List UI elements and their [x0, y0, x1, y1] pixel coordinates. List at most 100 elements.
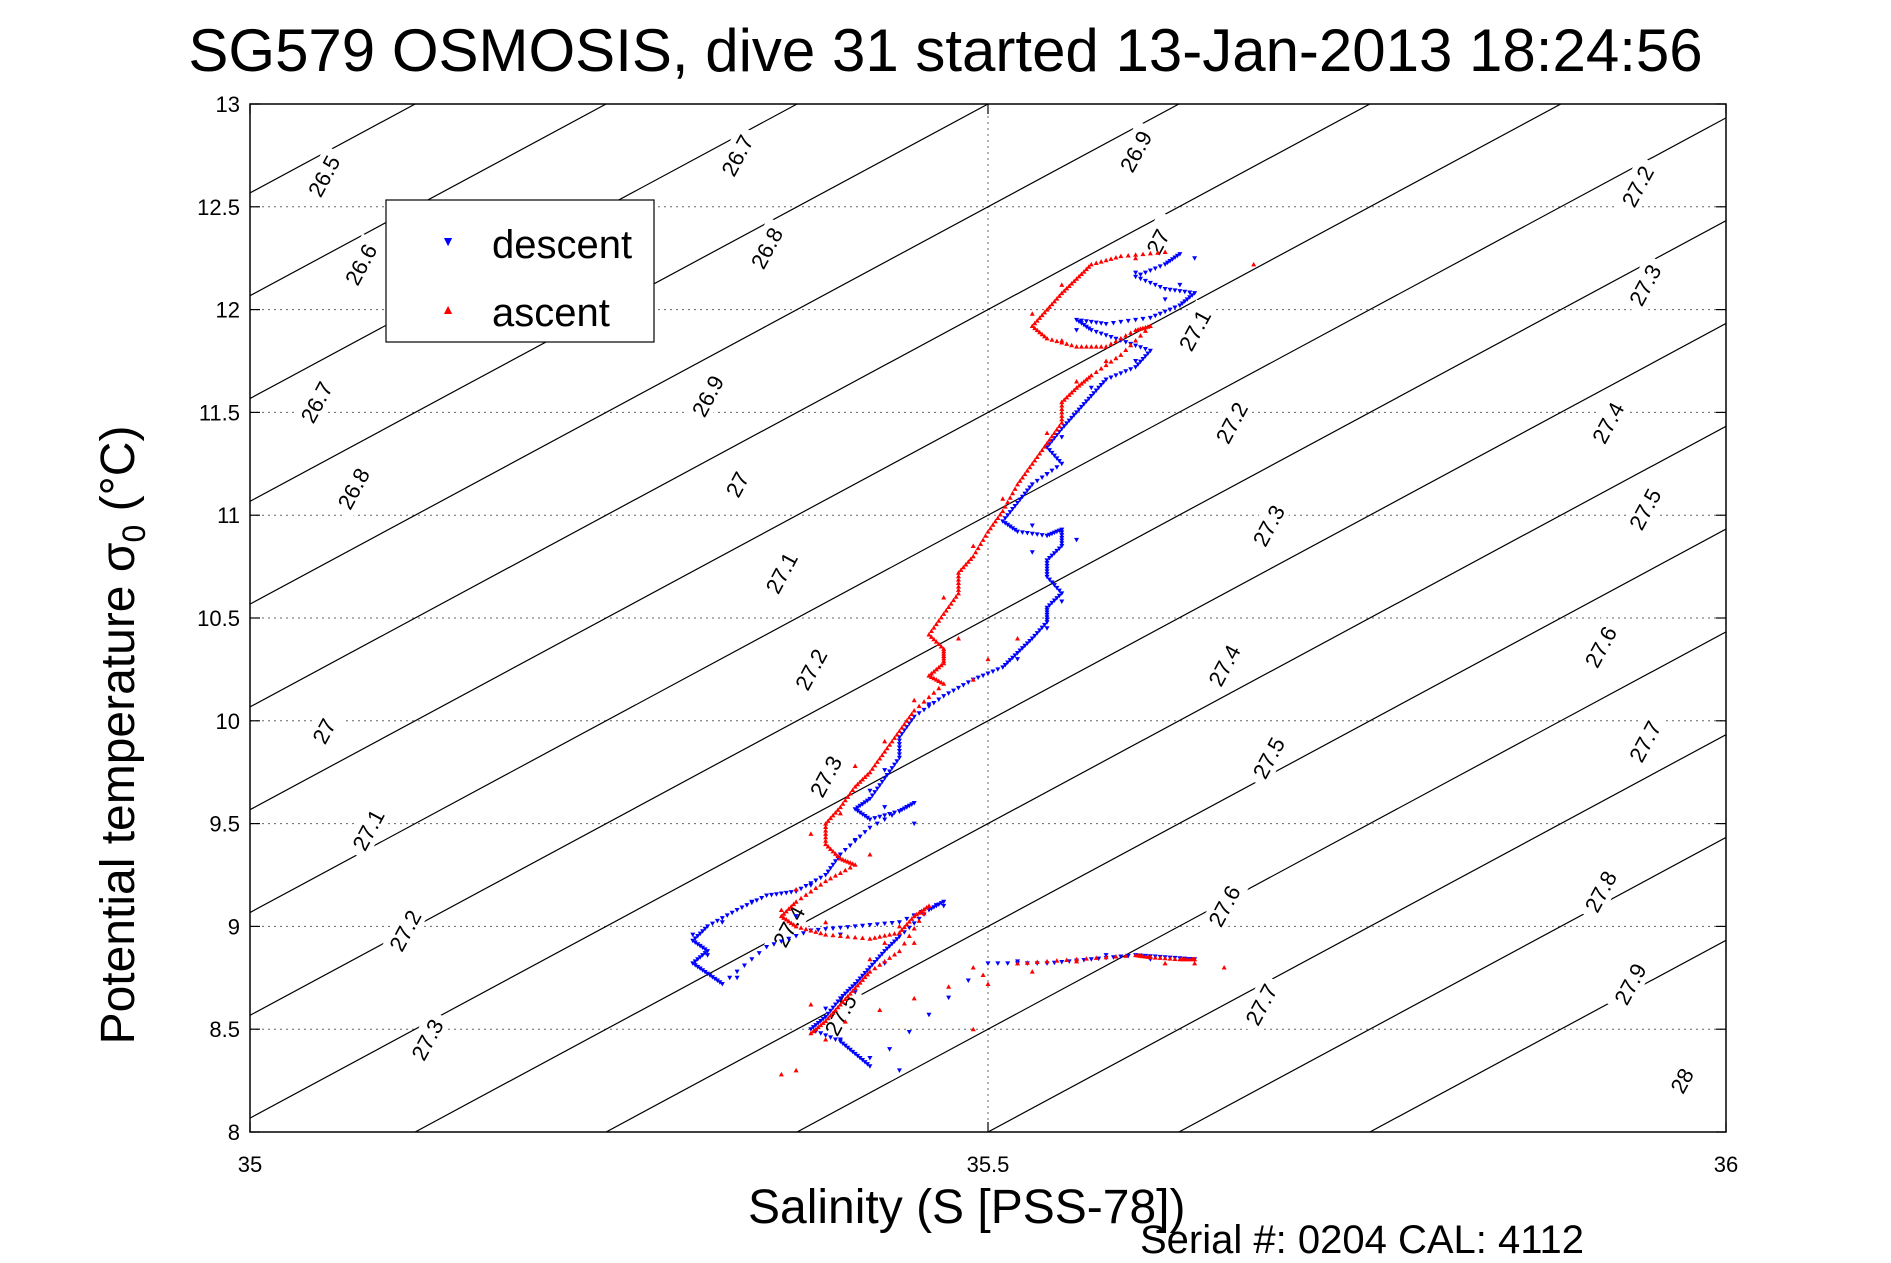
- ascent-point: [1128, 330, 1134, 335]
- descent-point: [1177, 282, 1183, 288]
- isopycnal-line: [1178, 836, 1726, 1132]
- ascent-point: [941, 646, 947, 651]
- ascent-point: [1049, 433, 1055, 439]
- descent-point: [756, 951, 762, 956]
- ascent-point: [896, 923, 902, 929]
- descent-point: [1091, 391, 1097, 396]
- descent-point: [1059, 530, 1065, 535]
- descent-point: [1093, 320, 1099, 326]
- ascent-point: [860, 776, 866, 782]
- ascent-point: [911, 925, 917, 931]
- descent-point: [1076, 407, 1082, 413]
- descent-point: [1157, 311, 1163, 317]
- descent-point: [1039, 625, 1045, 631]
- ascent-point: [1162, 249, 1168, 255]
- descent-point: [808, 883, 814, 888]
- descent-point: [879, 951, 885, 957]
- ascent-point: [911, 708, 917, 713]
- descent-point: [896, 1068, 902, 1073]
- descent-point: [1061, 424, 1067, 429]
- ascent-point: [1138, 333, 1144, 338]
- descent-point: [874, 922, 880, 927]
- descent-point: [1167, 258, 1173, 264]
- descent-point: [1162, 297, 1168, 302]
- descent-point: [813, 878, 819, 883]
- descent-point: [818, 875, 824, 881]
- ascent-point: [786, 906, 792, 911]
- descent-point: [1044, 605, 1050, 611]
- ascent-point: [825, 1015, 831, 1021]
- descent-point: [852, 838, 858, 843]
- descent-point: [864, 798, 870, 804]
- ascent-point: [1125, 252, 1131, 258]
- descent-point: [793, 914, 799, 919]
- legend-marker-ascent: ▲: [441, 301, 455, 317]
- descent-point: [906, 803, 912, 809]
- ascent-point: [1039, 312, 1045, 318]
- descent-point: [764, 893, 770, 899]
- serial-calibration-note: Serial #: 0204 CAL: 4112: [1140, 1218, 1585, 1262]
- descent-point: [1088, 328, 1094, 333]
- descent-point: [1059, 435, 1065, 440]
- ascent-point: [955, 590, 961, 596]
- descent-point: [896, 755, 902, 761]
- descent-point: [1044, 558, 1050, 563]
- ascent-point: [869, 766, 875, 771]
- descent-point: [887, 769, 893, 775]
- ascent-point: [975, 545, 981, 551]
- descent-point: [995, 667, 1001, 672]
- descent-point: [867, 1064, 873, 1069]
- ascent-point: [936, 678, 942, 684]
- descent-point: [702, 951, 708, 956]
- descent-point: [712, 976, 718, 982]
- ascent-point: [874, 759, 880, 764]
- ascent-point: [860, 935, 866, 941]
- ascent-point: [948, 601, 954, 606]
- ascent-point: [1098, 259, 1104, 264]
- ascent-point: [963, 562, 969, 567]
- descent-point: [1039, 533, 1045, 538]
- ascent-point: [926, 694, 932, 700]
- ascent-point: [823, 1036, 829, 1042]
- ascent-point: [860, 977, 866, 982]
- contour-label-bg: [402, 1008, 452, 1071]
- contour-label-bg: [1199, 875, 1249, 937]
- descent-point: [714, 918, 720, 924]
- descent-point: [1044, 615, 1050, 620]
- descent-point: [1069, 415, 1075, 421]
- ascent-point: [788, 920, 794, 925]
- descent-point: [852, 924, 858, 929]
- ascent-point: [1133, 337, 1139, 343]
- descent-point: [894, 759, 900, 764]
- descent-point: [695, 933, 701, 939]
- descent-point: [845, 1045, 851, 1051]
- ascent-point: [911, 940, 917, 945]
- descent-point: [1152, 266, 1158, 271]
- ascent-point: [1074, 276, 1080, 281]
- legend-label-descent: descent: [492, 223, 632, 267]
- descent-point: [700, 968, 706, 973]
- ascent-point: [938, 643, 944, 649]
- descent-point: [1125, 953, 1131, 959]
- ascent-point: [1251, 261, 1257, 267]
- ascent-point: [1042, 309, 1048, 315]
- ascent-point: [899, 725, 905, 730]
- descent-point: [1054, 465, 1060, 470]
- descent-point: [729, 910, 735, 916]
- descent-point: [869, 962, 875, 968]
- ascent-point: [936, 685, 942, 691]
- descent-point: [882, 805, 888, 810]
- descent-point: [1029, 550, 1035, 555]
- descent-point: [855, 808, 861, 814]
- ascent-point: [1074, 379, 1080, 384]
- descent-point: [702, 947, 708, 952]
- descent-point: [1118, 319, 1124, 325]
- x-tick-label: 36: [1714, 1152, 1738, 1177]
- ascent-point: [1118, 352, 1124, 357]
- descent-point: [692, 963, 698, 968]
- ascent-point: [931, 625, 937, 630]
- ascent-point: [1066, 283, 1072, 288]
- ascent-point: [1056, 423, 1062, 429]
- descent-point: [1029, 531, 1035, 537]
- descent-point: [1103, 377, 1109, 383]
